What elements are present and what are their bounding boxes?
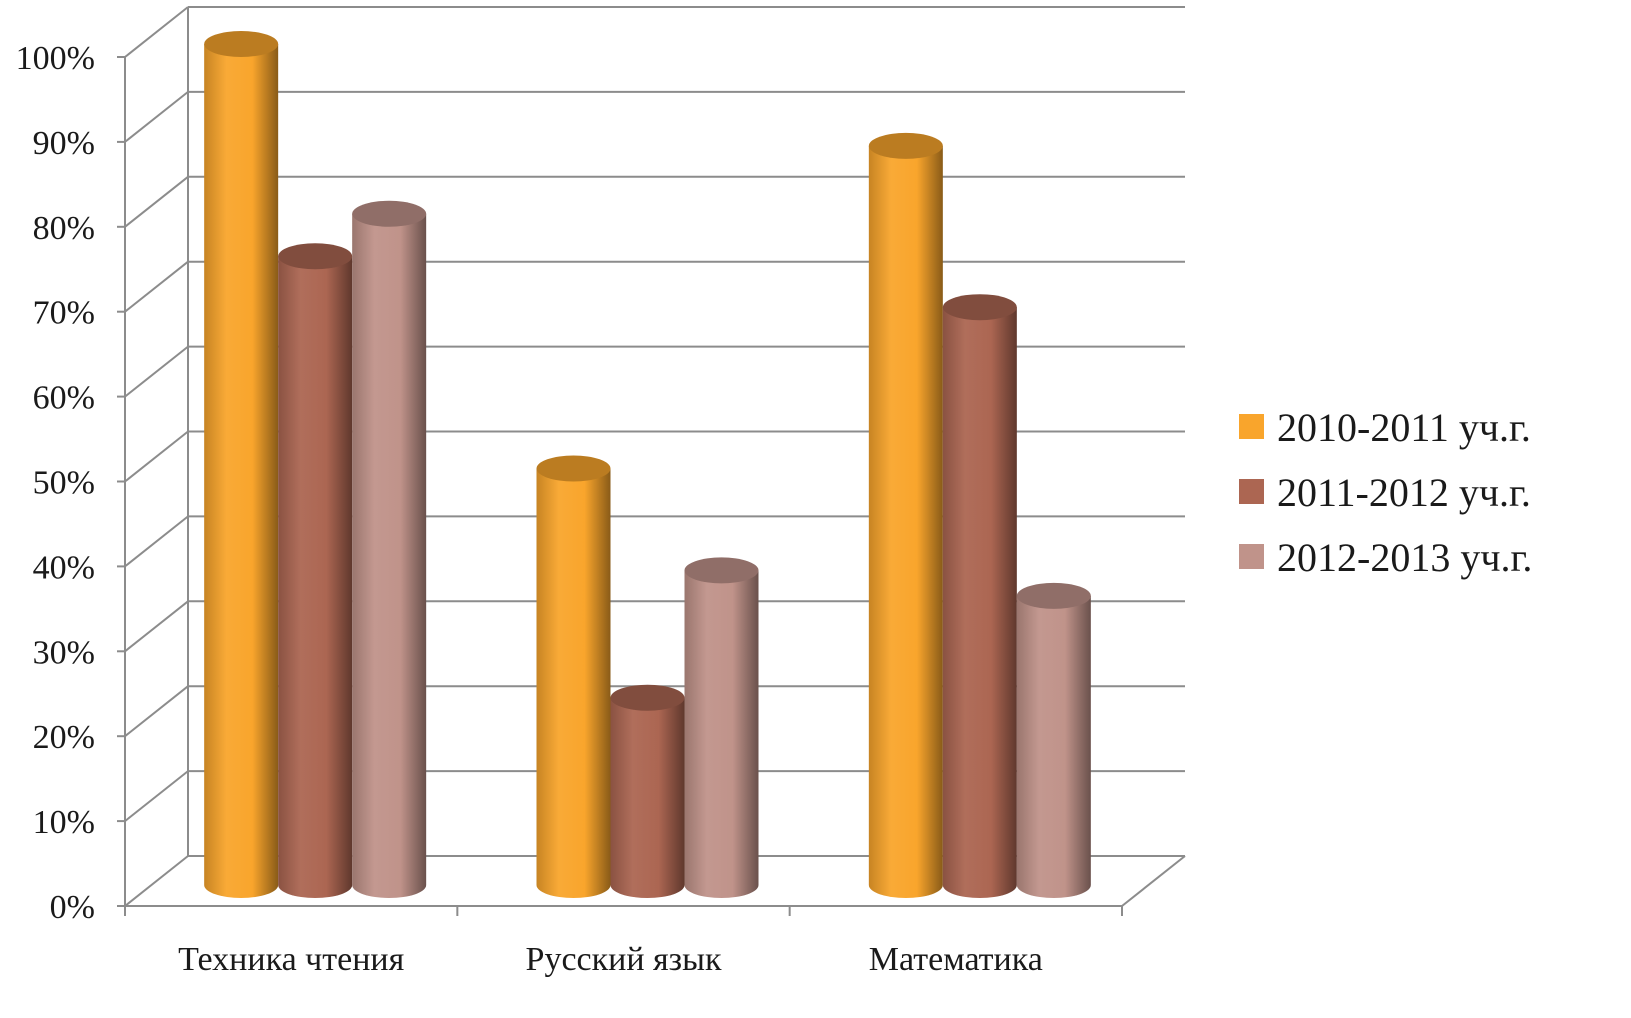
gridline-connector xyxy=(124,6,189,58)
bar-top xyxy=(1016,582,1091,609)
y-tick-label: 10% xyxy=(33,804,95,841)
gridline-connector xyxy=(124,345,189,398)
gridline-connector xyxy=(124,770,189,822)
gridline-connector xyxy=(124,260,189,313)
y-tick-label: 100% xyxy=(16,40,95,77)
legend-swatch xyxy=(1239,544,1264,569)
bar-body xyxy=(868,145,943,899)
category-label: Техника чтения xyxy=(178,941,405,978)
y-tick-label: 20% xyxy=(33,719,95,756)
y-tick-label: 0% xyxy=(50,889,95,926)
y-tick-label: 60% xyxy=(33,380,95,417)
bar xyxy=(204,31,279,898)
bar-body xyxy=(610,697,685,899)
category-label: Русский язык xyxy=(526,941,722,978)
bar-top xyxy=(204,31,279,57)
bar-body xyxy=(1016,595,1091,898)
bar-body xyxy=(278,256,353,899)
bar-body xyxy=(942,307,1017,899)
legend-swatch xyxy=(1239,414,1264,439)
bar-top xyxy=(352,200,427,227)
bar xyxy=(278,243,353,899)
axes xyxy=(117,56,1123,916)
legend-swatch xyxy=(1239,479,1264,504)
y-tick-label: 90% xyxy=(33,125,95,162)
floor-edge xyxy=(1121,855,1186,907)
bar xyxy=(610,684,685,899)
y-tick-label: 30% xyxy=(33,634,95,671)
bar-top xyxy=(278,243,353,270)
bar xyxy=(684,557,759,899)
gridline-connector xyxy=(124,685,189,737)
gridline-connector xyxy=(124,176,189,228)
y-tick-label: 80% xyxy=(33,210,95,247)
gridline-connector xyxy=(124,515,189,568)
bar-top xyxy=(942,294,1017,321)
bar-body xyxy=(204,44,279,898)
bar xyxy=(1016,582,1091,898)
gridline-connector xyxy=(124,600,189,653)
y-tick-label: 70% xyxy=(33,295,95,332)
bar-top xyxy=(610,684,685,711)
legend-label: 2011-2012 уч.г. xyxy=(1277,470,1531,515)
bar xyxy=(942,294,1017,899)
gridline-connector xyxy=(124,430,189,483)
bar-body xyxy=(352,213,427,899)
legend-label: 2010-2011 уч.г. xyxy=(1277,405,1531,450)
bar xyxy=(352,200,427,899)
gridline-connector xyxy=(124,855,189,907)
y-tick-label: 40% xyxy=(33,549,95,586)
gridline-connector xyxy=(124,91,189,143)
bars xyxy=(204,31,1091,899)
bar xyxy=(868,132,943,899)
bar-top xyxy=(536,455,611,482)
y-tick-labels: 0% 10% 20% 30% 40% 50% 60% 70% 80% 90% 100% xyxy=(16,40,95,926)
y-tick-label: 50% xyxy=(33,465,95,502)
bar-body xyxy=(684,570,759,899)
legend-label: 2012-2013 уч.г. xyxy=(1277,535,1532,580)
legend: 2010-2011 уч.г. 2011-2012 уч.г. 2012-2013 … xyxy=(1239,405,1532,580)
category-labels: Техника чтения Русский язык Математика xyxy=(178,941,1043,978)
bar xyxy=(536,455,611,899)
bar-top xyxy=(868,132,943,159)
bar-top xyxy=(684,557,759,584)
bar-body xyxy=(536,468,611,899)
category-label: Математика xyxy=(869,941,1043,978)
